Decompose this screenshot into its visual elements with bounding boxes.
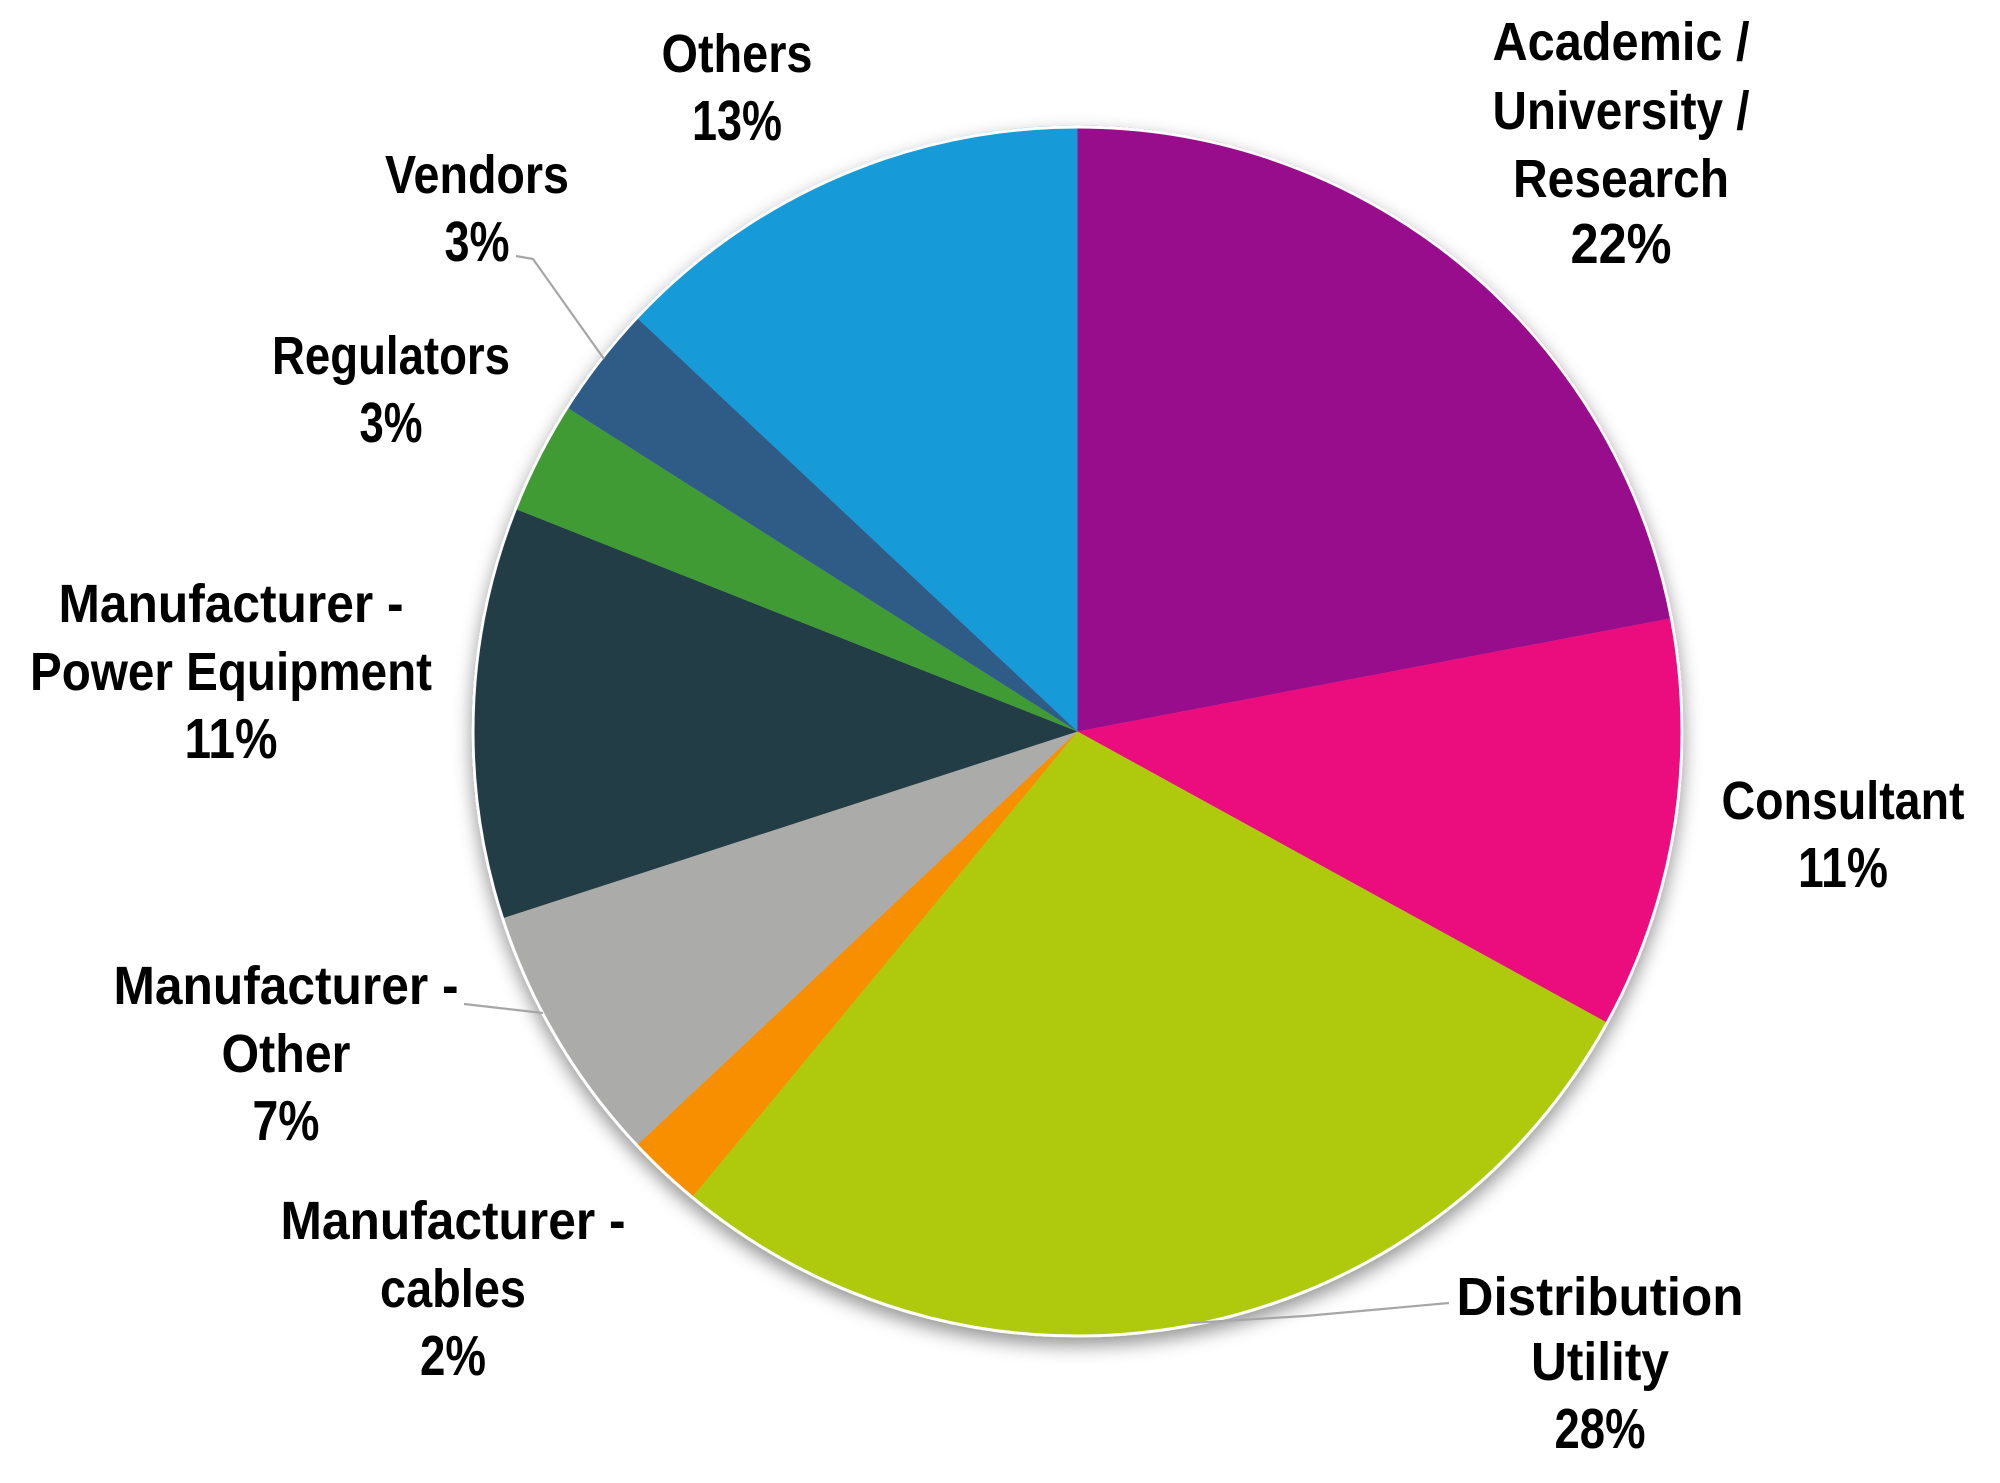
svg-text:2%: 2% [420,1324,486,1388]
svg-text:cables: cables [380,1259,526,1319]
svg-text:13%: 13% [692,89,782,153]
svg-text:Vendors: Vendors [385,145,569,205]
svg-text:University /: University / [1493,81,1750,141]
svg-text:Other: Other [222,1024,351,1084]
svg-text:3%: 3% [445,210,510,274]
svg-text:Manufacturer -: Manufacturer - [59,574,404,634]
svg-text:Consultant: Consultant [1722,771,1965,831]
svg-text:Manufacturer -: Manufacturer - [114,956,459,1016]
svg-text:7%: 7% [253,1089,320,1153]
svg-text:11%: 11% [1798,836,1888,900]
svg-text:Research: Research [1513,149,1729,209]
svg-text:Manufacturer -: Manufacturer - [281,1191,626,1251]
svg-text:Power Equipment: Power Equipment [30,642,432,702]
svg-text:Academic /: Academic / [1493,12,1750,72]
svg-text:28%: 28% [1555,1397,1646,1461]
svg-text:Regulators: Regulators [272,326,510,386]
svg-text:3%: 3% [360,391,423,455]
svg-text:Others: Others [662,24,813,84]
svg-text:11%: 11% [185,707,278,771]
svg-text:22%: 22% [1571,212,1672,276]
svg-text:Distribution: Distribution [1457,1267,1744,1327]
svg-text:Utility: Utility [1531,1332,1669,1392]
